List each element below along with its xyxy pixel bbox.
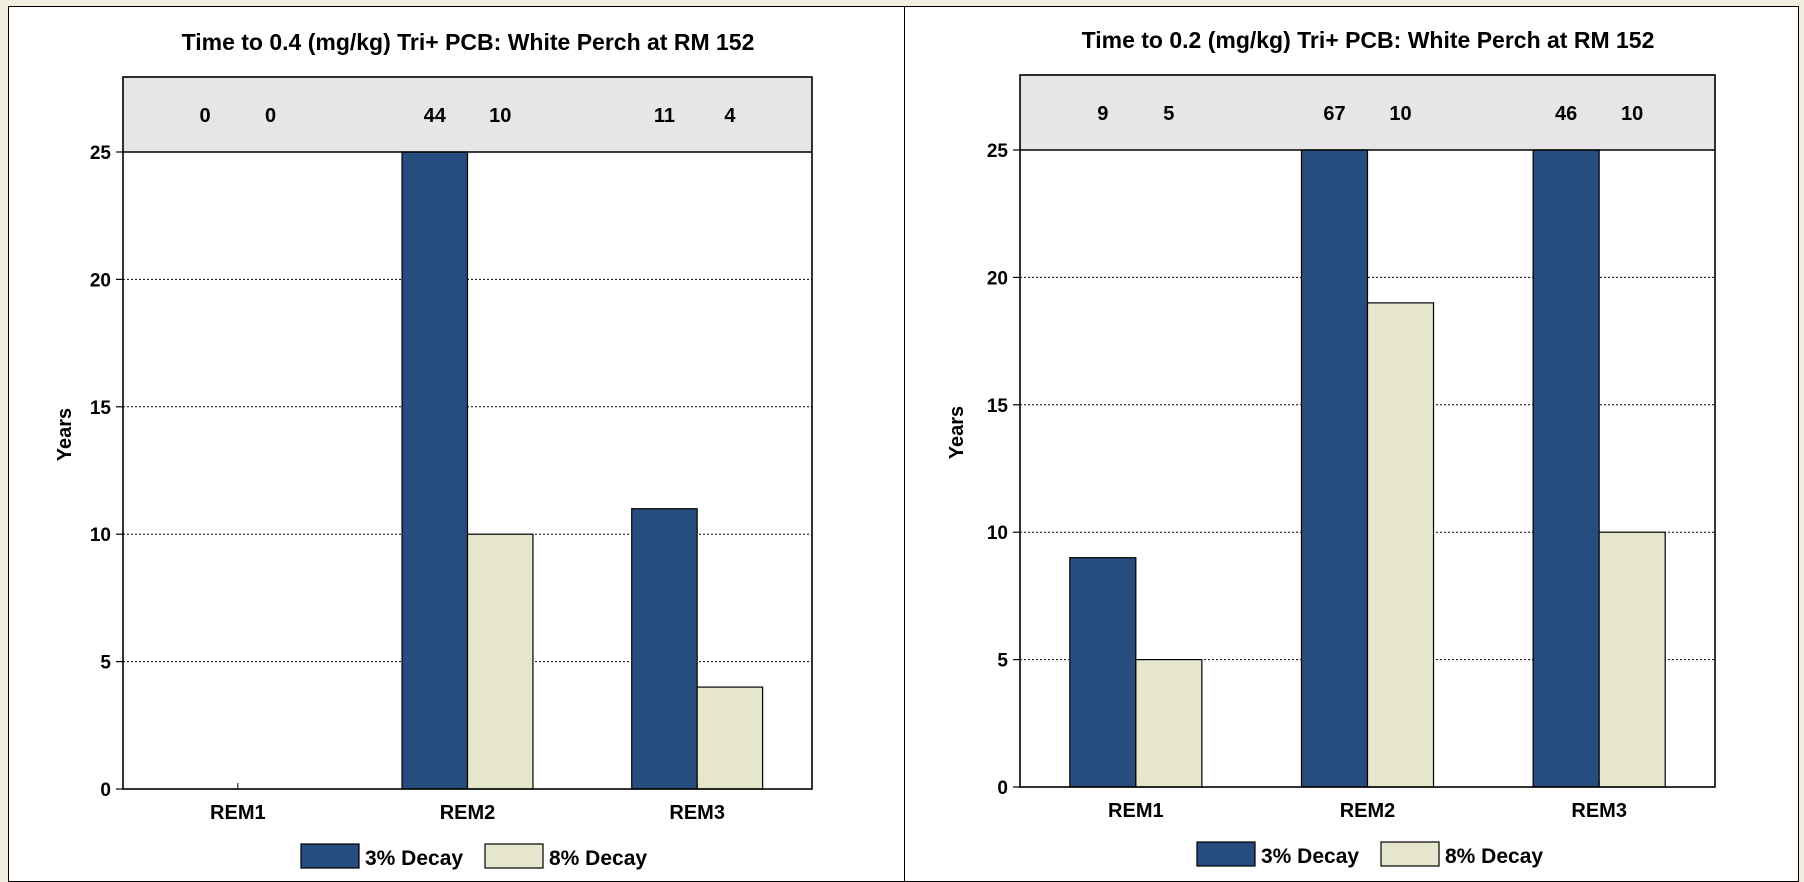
value-label: 10 bbox=[1621, 103, 1643, 125]
bar-rem3-series-2 bbox=[1598, 531, 1666, 788]
plot-frame bbox=[122, 76, 813, 790]
value-label: 67 bbox=[1323, 103, 1345, 125]
y-axis-label: Years bbox=[946, 406, 968, 459]
value-label: 5 bbox=[1163, 103, 1174, 125]
legend-swatch-2 bbox=[484, 843, 544, 869]
value-label: 46 bbox=[1555, 103, 1577, 125]
value-band bbox=[1020, 75, 1715, 150]
value-label: 0 bbox=[265, 105, 276, 127]
legend-label-1: 3% Decay bbox=[365, 847, 463, 870]
chart-title: Time to 0.4 (mg/kg) Tri+ PCB: White Perc… bbox=[182, 29, 755, 55]
chart-right-svg: Time to 0.2 (mg/kg) Tri+ PCB: White Perc… bbox=[946, 27, 1716, 868]
value-label: 10 bbox=[489, 105, 511, 127]
y-tick-label: 20 bbox=[90, 270, 111, 291]
y-tick-label: 10 bbox=[90, 525, 111, 546]
bar-rem2-series-1 bbox=[401, 151, 469, 790]
y-tick-label: 15 bbox=[987, 396, 1009, 417]
category-label: REM3 bbox=[669, 802, 725, 824]
bar-rem3-series-1 bbox=[631, 508, 698, 790]
legend-swatch-2 bbox=[1380, 841, 1440, 867]
bar-rem1-series-2 bbox=[1135, 658, 1203, 788]
value-label: 9 bbox=[1097, 103, 1108, 125]
value-label: 11 bbox=[654, 105, 675, 127]
value-label: 10 bbox=[1389, 103, 1411, 125]
legend-label-2: 8% Decay bbox=[549, 847, 647, 870]
legend-swatch-1 bbox=[1196, 841, 1256, 867]
value-band bbox=[123, 77, 812, 152]
y-axis-label: Years bbox=[54, 408, 76, 461]
value-label: 4 bbox=[724, 105, 736, 127]
category-label: REM1 bbox=[210, 802, 266, 824]
value-label: 0 bbox=[200, 105, 211, 127]
plot-frame bbox=[1019, 74, 1716, 788]
bar-rem2-series-1 bbox=[1300, 149, 1369, 788]
y-tick-label: 25 bbox=[90, 143, 112, 164]
y-tick-label: 0 bbox=[100, 780, 111, 801]
y-tick-label: 15 bbox=[90, 398, 112, 419]
bar-rem2-series-2 bbox=[1366, 302, 1435, 788]
legend-label-2: 8% Decay bbox=[1445, 845, 1543, 868]
category-label: REM1 bbox=[1108, 800, 1164, 822]
y-tick-label: 20 bbox=[987, 268, 1008, 289]
value-label: 44 bbox=[424, 105, 447, 127]
chart-panel-left: Time to 0.4 (mg/kg) Tri+ PCB: White Perc… bbox=[8, 6, 906, 882]
bar-rem3-series-1 bbox=[1532, 149, 1600, 788]
y-tick-label: 25 bbox=[987, 141, 1009, 162]
chart-left-svg: Time to 0.4 (mg/kg) Tri+ PCB: White Perc… bbox=[54, 29, 813, 870]
category-label: REM2 bbox=[440, 802, 496, 824]
category-label: REM3 bbox=[1571, 800, 1627, 822]
bar-rem3-series-2 bbox=[696, 686, 764, 790]
legend-swatch-1 bbox=[300, 843, 360, 869]
y-tick-label: 10 bbox=[987, 523, 1008, 544]
chart-panel-right: Time to 0.2 (mg/kg) Tri+ PCB: White Perc… bbox=[904, 6, 1799, 882]
chart-title: Time to 0.2 (mg/kg) Tri+ PCB: White Perc… bbox=[1082, 27, 1655, 53]
y-tick-label: 5 bbox=[997, 651, 1008, 672]
y-tick-label: 0 bbox=[997, 778, 1008, 799]
category-label: REM2 bbox=[1340, 800, 1396, 822]
legend-label-1: 3% Decay bbox=[1261, 845, 1359, 868]
bar-rem2-series-2 bbox=[466, 533, 534, 790]
y-tick-label: 5 bbox=[100, 653, 111, 674]
bar-rem1-series-1 bbox=[1069, 557, 1137, 788]
